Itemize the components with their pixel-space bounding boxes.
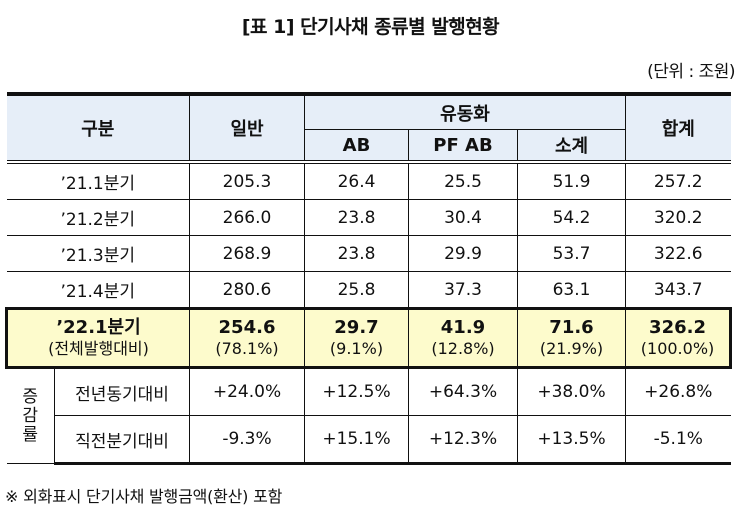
row-label: ’21.1분기 xyxy=(6,161,190,200)
cell-pf-ab: +64.3% xyxy=(408,367,518,416)
highlight-pf-ab-pct: (12.8%) xyxy=(431,339,495,358)
table-row: ’21.1분기 205.3 26.4 25.5 51.9 257.2 xyxy=(6,161,731,200)
change-label: 직전분기대비 xyxy=(54,415,190,465)
table-row: ’21.3분기 268.9 23.8 29.9 53.7 322.6 xyxy=(6,235,731,272)
cell-ab: 26.4 xyxy=(304,161,409,200)
change-row: 직전분기대비 -9.3% +15.1% +12.3% +13.5% -5.1% xyxy=(7,415,731,465)
cell-subtotal: 63.1 xyxy=(516,271,627,309)
cell-ab: 23.8 xyxy=(304,199,409,236)
cell-general: 266.0 xyxy=(189,199,305,236)
highlight-subtotal-cell: 71.6 (21.9%) xyxy=(516,307,627,369)
highlight-total-cell: 326.2 (100.0%) xyxy=(625,307,733,369)
cell-total: 257.2 xyxy=(625,161,731,200)
cell-subtotal: +13.5% xyxy=(516,415,627,465)
cell-ab: 23.8 xyxy=(304,235,409,272)
header-general: 일반 xyxy=(189,92,305,164)
header-securitization: 유동화 xyxy=(303,92,627,130)
highlight-sublabel: (전체발행대비) xyxy=(48,339,149,358)
cell-subtotal: 53.7 xyxy=(516,235,627,272)
cell-pf-ab: 29.9 xyxy=(408,235,518,272)
footnote: ※ 외화표시 단기사채 발행금액(환산) 포함 xyxy=(5,487,283,506)
issuance-table: 구분 일반 유동화 합계 AB PF AB 소계 ’21.1분기 205.3 2… xyxy=(5,92,733,465)
highlight-pf-ab-cell: 41.9 (12.8%) xyxy=(408,307,518,369)
header-category: 구분 xyxy=(6,92,190,164)
header-subtotal: 소계 xyxy=(516,129,626,164)
cell-total: 320.2 xyxy=(625,199,731,236)
cell-pf-ab: 25.5 xyxy=(408,161,518,200)
cell-general: -9.3% xyxy=(189,415,305,465)
highlight-total-value: 326.2 xyxy=(649,317,706,338)
highlight-pf-ab-value: 41.9 xyxy=(440,317,486,338)
cell-general: 280.6 xyxy=(189,271,305,309)
cell-subtotal: 54.2 xyxy=(516,199,627,236)
unit-label: (단위 : 조원) xyxy=(647,62,735,82)
highlight-ab-pct: (9.1%) xyxy=(329,339,384,358)
highlight-label-cell: ’22.1분기 (전체발행대비) xyxy=(5,307,190,369)
table-row: ’21.4분기 280.6 25.8 37.3 63.1 343.7 xyxy=(6,271,731,309)
highlight-subtotal-value: 71.6 xyxy=(549,317,594,338)
table-title: [표 1] 단기사채 종류별 발행현황 xyxy=(241,16,500,38)
header-ab: AB xyxy=(304,129,409,164)
change-label: 전년동기대비 xyxy=(54,367,190,416)
highlight-row: ’22.1분기 (전체발행대비) 254.6 (78.1%) 29.7 (9.1… xyxy=(5,307,733,369)
cell-total: 343.7 xyxy=(625,271,731,309)
cell-subtotal: 51.9 xyxy=(516,161,627,200)
cell-ab: 25.8 xyxy=(304,271,409,309)
highlight-total-pct: (100.0%) xyxy=(640,339,715,358)
highlight-general-pct: (78.1%) xyxy=(215,339,279,358)
cell-ab: +15.1% xyxy=(304,415,409,465)
table-row: ’21.2분기 266.0 23.8 30.4 54.2 320.2 xyxy=(6,199,731,236)
change-row: 증 감 률 전년동기대비 +24.0% +12.5% +64.3% +38.0%… xyxy=(6,367,731,464)
change-group-char: 증 xyxy=(22,386,39,407)
cell-total: +26.8% xyxy=(625,367,731,416)
highlight-general-cell: 254.6 (78.1%) xyxy=(189,307,305,369)
cell-pf-ab: 37.3 xyxy=(408,271,518,309)
row-label: ’21.2분기 xyxy=(6,199,190,236)
cell-pf-ab: 30.4 xyxy=(408,199,518,236)
highlight-ab-value: 29.7 xyxy=(334,317,379,338)
cell-general: 205.3 xyxy=(189,161,305,200)
cell-subtotal: +38.0% xyxy=(516,367,627,416)
row-label: ’21.3분기 xyxy=(6,235,190,272)
cell-total: 322.6 xyxy=(625,235,731,272)
row-label: ’21.4분기 xyxy=(6,271,190,309)
change-group-char: 감 xyxy=(22,405,39,426)
header-pf-ab: PF AB xyxy=(408,129,518,164)
highlight-subtotal-pct: (21.9%) xyxy=(539,339,604,358)
cell-general: +24.0% xyxy=(189,367,305,416)
cell-general: 268.9 xyxy=(189,235,305,272)
header-total: 합계 xyxy=(625,92,731,164)
highlight-general-value: 254.6 xyxy=(218,317,276,338)
change-group-char: 률 xyxy=(22,424,39,445)
cell-total: -5.1% xyxy=(625,415,731,465)
cell-pf-ab: +12.3% xyxy=(408,415,518,465)
highlight-ab-cell: 29.7 (9.1%) xyxy=(304,307,409,369)
highlight-label: ’22.1분기 xyxy=(56,317,141,338)
cell-ab: +12.5% xyxy=(304,367,409,416)
change-rate-group-label: 증 감 률 xyxy=(6,367,55,464)
